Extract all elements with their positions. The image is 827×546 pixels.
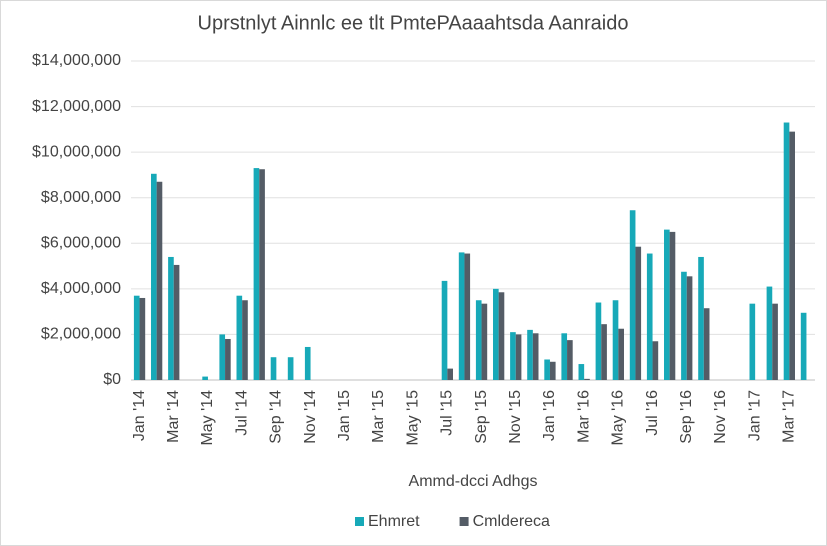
x-tick-label: May '15: [404, 390, 421, 446]
y-tick-label: $0: [103, 371, 121, 388]
bar: [481, 303, 488, 380]
x-tick-label: Jan '17: [746, 390, 763, 441]
bar: [139, 297, 146, 380]
bar: [789, 131, 795, 380]
bar: [612, 300, 619, 380]
x-tick-label: Nov '15: [507, 390, 524, 444]
bar: [549, 361, 556, 380]
x-tick-label: May '16: [610, 390, 627, 446]
bar: [515, 334, 522, 380]
bar: [652, 341, 659, 380]
x-tick-label: Nov '16: [712, 390, 729, 444]
bar: [168, 256, 174, 380]
y-tick-label: $14,000,000: [32, 52, 121, 69]
bar: [259, 169, 265, 380]
legend-swatch: [459, 517, 469, 526]
bar: [749, 303, 756, 380]
x-tick-label: Nov '14: [302, 390, 319, 444]
y-tick-label: $8,000,000: [41, 189, 121, 206]
bar: [783, 122, 790, 381]
x-tick-label: Mar '15: [370, 390, 387, 443]
bar: [253, 168, 260, 380]
legend-label: Cmldereca: [473, 513, 550, 530]
x-tick-label: Jul '16: [644, 390, 661, 436]
bar: [681, 271, 687, 380]
x-tick-label: Jul '15: [439, 390, 456, 436]
bar: [584, 378, 590, 380]
y-tick-label: $10,000,000: [32, 143, 121, 160]
bar: [601, 324, 607, 380]
bar: [595, 302, 602, 380]
legend-swatch: [355, 517, 364, 526]
bar: [173, 264, 180, 380]
x-tick-label: Mar '16: [575, 390, 592, 443]
bar: [635, 246, 642, 380]
x-tick-label: Jan '15: [336, 390, 353, 441]
legend-label: Ehmret: [368, 513, 420, 530]
x-tick-label: Sep '15: [473, 390, 490, 444]
x-tick-label: Mar '17: [781, 390, 798, 443]
x-tick-label: Jan '16: [541, 390, 558, 441]
y-tick-label: $2,000,000: [41, 326, 121, 343]
bar: [698, 256, 704, 380]
bar: [447, 368, 453, 380]
bar: [156, 181, 163, 380]
bar: [510, 332, 516, 380]
bar: [151, 173, 157, 380]
bar: [669, 231, 676, 380]
bar: [304, 346, 311, 380]
y-tick-label: $4,000,000: [41, 280, 121, 297]
x-tick-label: May '14: [199, 390, 216, 446]
bar: [236, 295, 243, 380]
x-tick-label: Jul '14: [233, 390, 250, 436]
bar: [567, 340, 573, 380]
bar: [441, 280, 448, 380]
y-tick-label: $6,000,000: [41, 235, 121, 252]
bar: [664, 229, 670, 380]
x-tick-label: Sep '16: [678, 390, 695, 444]
bar: [766, 286, 773, 380]
bar: [133, 295, 140, 380]
bar: [458, 252, 465, 380]
bar: [270, 357, 277, 380]
bar: [493, 288, 499, 380]
bar: [464, 253, 471, 380]
bar: [242, 300, 248, 380]
bar: [202, 376, 208, 380]
x-tick-label: Jan '14: [131, 390, 148, 441]
x-axis-title: Ammd-dcci Adhgs: [409, 473, 538, 490]
chart-title: Uprstnlyt Ainnlc ee tlt PmtePAaaahtsda A…: [198, 12, 629, 34]
bar: [287, 357, 294, 380]
bar: [498, 292, 505, 380]
bar: [544, 359, 550, 380]
bar: [629, 210, 636, 380]
bar: [527, 329, 533, 380]
bar: [561, 333, 568, 380]
bar: [646, 253, 653, 380]
x-tick-label: Sep '14: [268, 390, 285, 444]
y-tick-label: $12,000,000: [32, 98, 121, 115]
bar: [618, 328, 624, 380]
bar: [800, 312, 807, 380]
x-tick-label: Mar '14: [165, 390, 182, 443]
bar: [772, 303, 778, 380]
bar: [225, 338, 231, 380]
bar: [532, 333, 539, 380]
bar: [475, 300, 482, 380]
bar: [703, 308, 710, 380]
bar: [219, 334, 226, 380]
bar: [686, 276, 693, 380]
bar: [578, 364, 585, 380]
